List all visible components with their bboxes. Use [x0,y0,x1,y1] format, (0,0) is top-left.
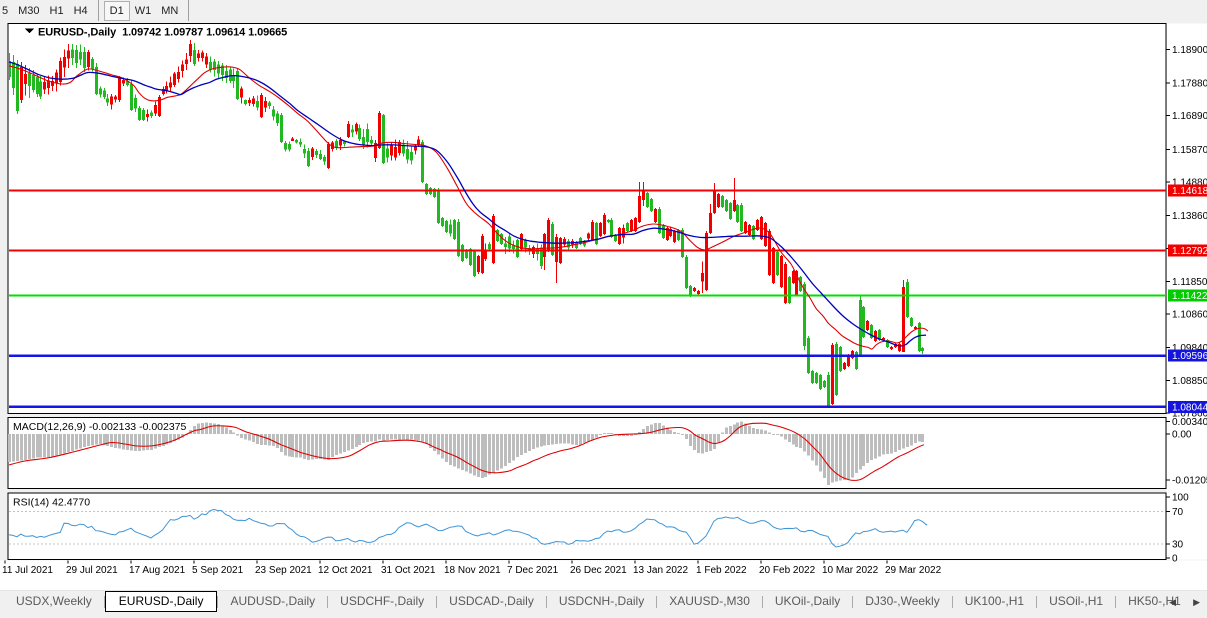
svg-text:MACD(12,26,9) -0.002133 -0.002: MACD(12,26,9) -0.002133 -0.002375 [13,421,187,433]
svg-text:1 Feb 2022: 1 Feb 2022 [696,565,747,576]
svg-text:18 Nov 2021: 18 Nov 2021 [444,565,501,576]
svg-text:1.10860: 1.10860 [1172,310,1207,321]
svg-text:0.00: 0.00 [1172,430,1192,441]
svg-text:1.11850: 1.11850 [1172,277,1207,288]
svg-text:0: 0 [1172,554,1178,565]
svg-text:RSI(14) 42.4770: RSI(14) 42.4770 [13,497,90,509]
svg-text:1.11422: 1.11422 [1172,291,1207,302]
svg-text:5 Sep 2021: 5 Sep 2021 [192,565,244,576]
svg-text:0.003408: 0.003408 [1172,417,1207,428]
svg-text:30: 30 [1172,540,1184,551]
svg-text:17 Aug 2021: 17 Aug 2021 [129,565,186,576]
svg-text:1.08044: 1.08044 [1172,402,1207,413]
svg-text:1.09596: 1.09596 [1172,351,1207,362]
svg-text:-0.012058: -0.012058 [1172,476,1207,487]
svg-text:EURUSD-,Daily 1.09742 1.09787: EURUSD-,Daily 1.09742 1.09787 1.09614 1.… [38,27,287,39]
svg-text:29 Mar 2022: 29 Mar 2022 [885,565,942,576]
svg-text:31 Oct 2021: 31 Oct 2021 [381,565,436,576]
svg-text:1.18900: 1.18900 [1172,45,1207,56]
svg-text:1.14880: 1.14880 [1172,177,1207,188]
svg-text:11 Jul 2021: 11 Jul 2021 [2,565,53,576]
svg-text:1.08850: 1.08850 [1172,376,1207,387]
svg-text:12 Oct 2021: 12 Oct 2021 [318,565,373,576]
svg-text:1.15870: 1.15870 [1172,145,1207,156]
svg-text:1.17880: 1.17880 [1172,79,1207,90]
svg-text:1.14618: 1.14618 [1172,186,1207,197]
svg-text:1.16890: 1.16890 [1172,111,1207,122]
svg-text:1.12792: 1.12792 [1172,246,1207,257]
svg-text:23 Sep 2021: 23 Sep 2021 [255,565,312,576]
svg-text:100: 100 [1172,493,1189,504]
svg-text:1.13860: 1.13860 [1172,211,1207,222]
svg-text:1.09840: 1.09840 [1172,343,1207,354]
svg-text:26 Dec 2021: 26 Dec 2021 [570,565,627,576]
svg-text:20 Feb 2022: 20 Feb 2022 [759,565,816,576]
svg-text:10 Mar 2022: 10 Mar 2022 [822,565,879,576]
svg-text:7 Dec 2021: 7 Dec 2021 [507,565,559,576]
svg-text:1.07860: 1.07860 [1172,408,1207,419]
svg-text:70: 70 [1172,507,1184,518]
svg-text:29 Jul 2021: 29 Jul 2021 [66,565,118,576]
svg-text:13 Jan 2022: 13 Jan 2022 [633,565,688,576]
